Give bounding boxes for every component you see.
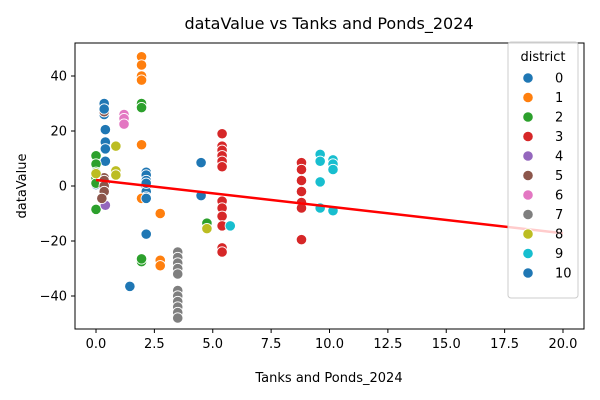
data-point-district-8 — [90, 168, 102, 180]
data-point-district-9 — [314, 176, 326, 188]
data-point-district-0 — [99, 143, 111, 155]
data-point-district-8 — [110, 140, 122, 152]
legend-label: 1 — [555, 91, 563, 106]
x-tick-label: 17.5 — [490, 337, 519, 352]
data-point-district-8 — [201, 223, 213, 235]
legend-title: district — [521, 50, 566, 65]
data-point-district-5 — [96, 192, 108, 204]
legend-marker — [522, 189, 534, 201]
x-tick-label: 5.0 — [202, 337, 223, 352]
x-axis-label: Tanks and Ponds_2024 — [254, 371, 402, 386]
legend-entries: 0 1 2 3 4 5 6 7 8 9 10 — [522, 72, 572, 282]
data-point-district-2 — [135, 102, 148, 114]
x-axis: 0.0 2.5 5.0 7.5 10.0 12.5 15.0 17.5 20.0 — [86, 329, 578, 352]
legend-label: 7 — [555, 208, 563, 223]
legend-box — [507, 41, 579, 299]
data-point-district-2 — [135, 253, 148, 265]
x-tick-label: 15.0 — [432, 337, 461, 352]
y-tick-label: −20 — [40, 235, 67, 250]
legend-label: 0 — [555, 72, 563, 87]
x-tick-label: 10.0 — [315, 337, 344, 352]
data-point-district-3 — [216, 210, 228, 222]
data-point-district-10 — [98, 103, 110, 115]
legend-marker — [522, 247, 534, 260]
y-axis: −40 −20 0 20 40 — [40, 70, 75, 305]
data-point-district-1 — [135, 59, 148, 71]
data-point-district-9 — [224, 220, 236, 232]
y-tick-label: 20 — [50, 125, 67, 140]
legend-label: 10 — [555, 267, 572, 282]
legend-label: 3 — [555, 130, 563, 145]
plot-area — [90, 51, 564, 324]
data-point-district-1 — [154, 260, 166, 272]
regression-line — [95, 178, 564, 235]
data-point-district-3 — [295, 234, 308, 246]
data-point-district-3 — [295, 185, 308, 198]
data-point-district-3 — [216, 246, 228, 258]
y-axis-label: dataValue — [15, 154, 30, 219]
data-point-district-6 — [118, 118, 130, 130]
data-point-district-0 — [99, 124, 111, 136]
legend-label: 5 — [555, 169, 563, 184]
data-point-district-10 — [124, 280, 136, 292]
legend-label: 8 — [555, 228, 563, 243]
data-point-district-9 — [314, 155, 326, 167]
y-tick-label: 40 — [50, 70, 67, 85]
x-tick-label: 2.5 — [144, 337, 165, 352]
legend-marker — [522, 111, 534, 123]
x-tick-label: 0.0 — [86, 337, 107, 352]
legend-label: 9 — [555, 247, 563, 262]
data-point-district-1 — [135, 139, 148, 151]
y-tick-label: −40 — [40, 290, 67, 305]
legend: district 0 1 2 3 4 5 6 7 8 9 10 — [507, 41, 579, 299]
legend-marker — [522, 228, 534, 240]
legend-label: 4 — [555, 150, 563, 165]
data-point-district-1 — [154, 207, 166, 220]
data-point-district-10 — [140, 192, 152, 204]
data-point-district-0 — [99, 155, 111, 167]
data-point-district-3 — [295, 163, 308, 176]
data-point-district-2 — [90, 203, 102, 215]
x-tick-label: 20.0 — [549, 337, 578, 352]
legend-marker — [522, 169, 534, 182]
legend-label: 2 — [555, 111, 563, 126]
legend-marker — [522, 72, 534, 84]
legend-marker — [522, 91, 534, 104]
legend-marker — [522, 130, 534, 143]
data-point-district-8 — [110, 169, 122, 181]
data-point-district-10 — [140, 228, 152, 240]
x-tick-label: 7.5 — [261, 337, 282, 352]
x-tick-label: 12.5 — [373, 337, 402, 352]
legend-marker — [522, 267, 534, 279]
data-point-district-0 — [195, 157, 207, 169]
data-point-district-7 — [172, 312, 184, 324]
y-tick-label: 0 — [59, 180, 67, 195]
data-point-district-1 — [135, 74, 148, 86]
legend-marker — [522, 150, 534, 162]
chart-title: dataValue vs Tanks and Ponds_2024 — [184, 14, 473, 34]
legend-marker — [522, 208, 534, 221]
data-point-district-3 — [295, 174, 308, 187]
data-point-district-9 — [327, 163, 339, 176]
data-point-district-3 — [216, 161, 228, 173]
data-point-district-3 — [216, 128, 228, 140]
data-point-district-7 — [172, 268, 184, 280]
legend-label: 6 — [555, 189, 563, 204]
